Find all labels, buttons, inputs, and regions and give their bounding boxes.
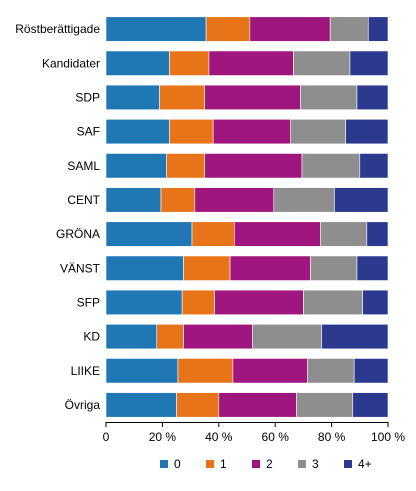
category-label: GRÖNA — [56, 227, 100, 241]
x-tick-label: 80 % — [318, 430, 346, 444]
legend-swatch-5 — [344, 460, 352, 468]
bar-segment-3-series-2 — [159, 84, 206, 111]
bar-segment-4-series-5 — [345, 118, 389, 145]
bar-segment-5-series-1 — [105, 153, 167, 179]
bar-segment-3-series-3 — [204, 84, 301, 111]
bar-segment-10-series-2 — [156, 323, 184, 350]
category-label: SAF — [77, 125, 100, 139]
category-label: Röstberättigade — [15, 22, 100, 36]
bar-segment-12-series-2 — [176, 392, 220, 418]
bar-segment-11-series-1 — [105, 358, 179, 384]
bar-segment-9-series-4 — [303, 289, 363, 316]
bar-segment-6-series-2 — [160, 187, 196, 213]
bar-segment-1-series-3 — [249, 16, 331, 42]
bar-segment-5-series-5 — [359, 153, 389, 179]
bar-segment-1-series-2 — [205, 16, 251, 42]
bar-segment-4-series-1 — [105, 118, 170, 145]
bar-segment-6-series-1 — [105, 187, 162, 213]
legend-swatch-4 — [298, 460, 306, 468]
bar-segment-8-series-3 — [229, 255, 311, 281]
bar-segment-2-series-3 — [208, 50, 294, 76]
legend-swatch-1 — [160, 460, 168, 468]
bar-segment-1-series-5 — [367, 16, 389, 42]
bar-segment-11-series-5 — [353, 358, 389, 384]
bar-segment-4-series-4 — [290, 118, 346, 145]
bar-segment-2-series-1 — [105, 50, 170, 76]
category-label: Övriga — [65, 398, 101, 412]
legend-swatch-3 — [252, 460, 260, 468]
legend-swatch-2 — [206, 460, 214, 468]
bar-segment-11-series-4 — [307, 358, 355, 384]
bar-segment-7-series-1 — [105, 221, 193, 247]
legend-label-5: 4+ — [358, 457, 372, 471]
bar-segment-3-series-5 — [356, 84, 389, 111]
bar-segment-9-series-5 — [362, 289, 389, 316]
category-label: CENT — [67, 193, 100, 207]
bar-segment-12-series-1 — [105, 392, 177, 418]
bar-segment-5-series-4 — [301, 153, 361, 179]
legend-label-1: 0 — [174, 457, 181, 471]
bar-segment-10-series-3 — [183, 323, 253, 350]
bar-segment-3-series-1 — [105, 84, 160, 111]
bar-segment-8-series-2 — [183, 255, 231, 281]
bar-segment-12-series-5 — [352, 392, 389, 418]
category-label: SDP — [75, 90, 100, 104]
legend-label-2: 1 — [220, 457, 227, 471]
category-label: SFP — [77, 295, 100, 309]
category-label: LIIKE — [71, 364, 100, 378]
bar-segment-2-series-5 — [349, 50, 389, 76]
bar-segment-6-series-4 — [273, 187, 335, 213]
category-label: Kandidater — [42, 56, 100, 70]
legend-label-4: 3 — [312, 457, 319, 471]
bar-segment-2-series-2 — [169, 50, 210, 76]
bar-segment-5-series-2 — [166, 153, 206, 179]
bar-segment-8-series-4 — [310, 255, 358, 281]
bar-segment-12-series-4 — [296, 392, 354, 418]
bar-segment-10-series-5 — [321, 323, 389, 350]
bar-segment-4-series-2 — [169, 118, 214, 145]
category-label: VÄNST — [60, 261, 101, 275]
x-tick-label: 60 % — [262, 430, 290, 444]
bar-segment-12-series-3 — [218, 392, 297, 418]
bar-segment-9-series-2 — [181, 289, 215, 316]
bar-segment-6-series-5 — [334, 187, 389, 213]
bar-segment-11-series-3 — [232, 358, 308, 384]
x-tick-label: 40 % — [205, 430, 233, 444]
category-label: SAML — [67, 159, 100, 173]
bar-segment-11-series-2 — [177, 358, 234, 384]
bar-segment-1-series-1 — [105, 16, 207, 42]
legend-label-3: 2 — [266, 457, 273, 471]
x-tick-label: 0 — [103, 430, 110, 444]
x-tick-label: 100 % — [371, 430, 405, 444]
bar-segment-6-series-3 — [194, 187, 275, 213]
bar-segment-7-series-3 — [234, 221, 321, 247]
bar-segment-5-series-3 — [204, 153, 303, 179]
bar-segment-8-series-5 — [356, 255, 389, 281]
bar-segment-8-series-1 — [105, 255, 184, 281]
bar-segment-4-series-3 — [212, 118, 292, 145]
bar-segment-7-series-2 — [191, 221, 235, 247]
bar-segment-9-series-1 — [105, 289, 183, 316]
category-label: KD — [83, 330, 100, 344]
bar-segment-9-series-3 — [214, 289, 304, 316]
bar-segment-10-series-4 — [252, 323, 323, 350]
bar-segment-2-series-4 — [293, 50, 351, 76]
bar-segment-10-series-1 — [105, 323, 158, 350]
x-tick-label: 20 % — [149, 430, 177, 444]
bar-segment-1-series-4 — [329, 16, 369, 42]
bar-segment-7-series-4 — [320, 221, 368, 247]
bar-segment-7-series-5 — [366, 221, 389, 247]
bar-segment-3-series-4 — [300, 84, 358, 111]
